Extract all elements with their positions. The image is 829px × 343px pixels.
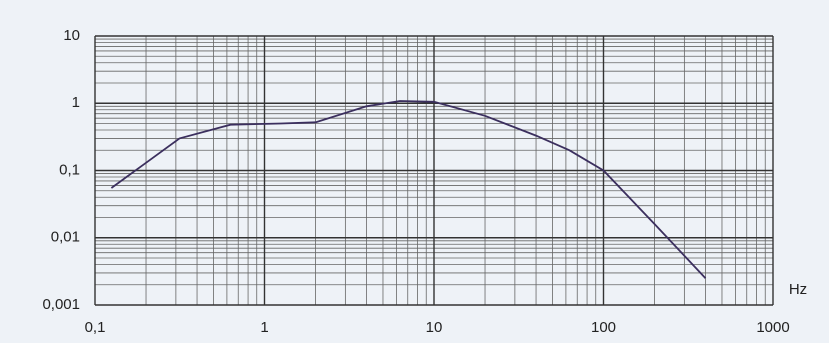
y-tick-label: 0,01 <box>51 229 80 246</box>
y-tick-label: 1 <box>72 94 80 111</box>
y-tick-label: 0,1 <box>59 161 80 178</box>
y-tick-label: 10 <box>63 27 80 44</box>
y-tick-label: 0,001 <box>42 296 80 313</box>
x-tick-label: 10 <box>426 319 443 336</box>
curve <box>110 100 707 279</box>
x-axis-label: Hz <box>789 281 807 298</box>
x-tick-label: 1000 <box>756 319 789 336</box>
x-tick-label: 0,1 <box>85 319 106 336</box>
x-tick-label: 1 <box>260 319 268 336</box>
x-tick-label: 100 <box>591 319 616 336</box>
